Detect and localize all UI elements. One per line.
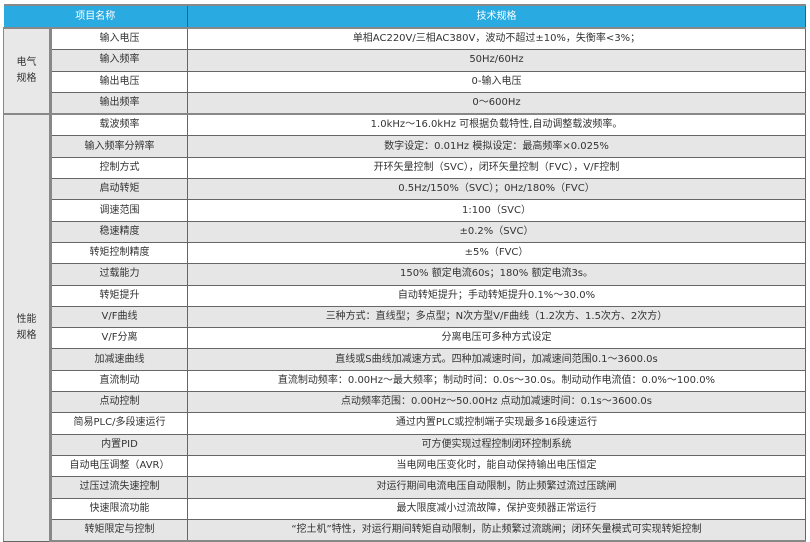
- item-spec: 最大限度减小过流故障，保护变频器正常运行: [187, 497, 806, 520]
- item-spec: 0～600Hz: [187, 91, 806, 115]
- table-row: 过压过流失速控制 对运行期间电流电压自动限制，防止频繁过流过压跳闸: [4, 476, 806, 499]
- item-spec: 1.0kHz～16.0kHz 可根据负载特性,自动调整载波频率。: [187, 113, 806, 137]
- table-row: 直流制动 直流制动频率：0.00Hz～最大频率；制动时间：0.0s～30.0s。制…: [4, 369, 806, 393]
- table-row: 输出电压 0-输入电压: [4, 70, 806, 93]
- item-spec: 点动频率范围：0.00Hz～50.00Hz 点动加减速时间：0.1s～3600.…: [187, 391, 806, 414]
- table-row: 点动控制 点动频率范围：0.00Hz～50.00Hz 点动加减速时间：0.1s～3…: [4, 391, 806, 414]
- group-label: 性能 规格: [3, 113, 52, 542]
- item-spec: 0.5Hz/150%（SVC）；0Hz/180%（FVC）: [187, 178, 806, 201]
- table-row: 加减速曲线 直线或S曲线加减速方式。四种加减速时间，加减速间范围0.1～3600.…: [4, 348, 806, 371]
- table-row: 自动电压调整（AVR） 当电网电压变化时，能自动保持输出电压恒定: [4, 454, 806, 478]
- table-row: 输入频率 50Hz/60Hz: [4, 49, 806, 72]
- table-row: 简易PLC/多段速运行 通过内置PLC或控制端子实现最多16段速运行: [4, 412, 806, 435]
- table-row: 输入频率分辨率 数字设定：0.01Hz 模拟设定：最高频率×0.025%: [4, 135, 806, 158]
- item-name: 内置PID: [50, 433, 188, 456]
- item-spec: 直线或S曲线加减速方式。四种加减速时间，加减速间范围0.1～3600.0s: [187, 348, 806, 371]
- item-spec: 自动转矩提升；手动转矩提升0.1%～30.0%: [187, 284, 806, 307]
- item-spec: 分离电压可多种方式设定: [187, 327, 806, 350]
- item-name: 简易PLC/多段速运行: [50, 412, 188, 435]
- item-spec: 可方便实现过程控制闭环控制系统: [187, 433, 806, 456]
- item-spec: ±5%（FVC）: [187, 241, 806, 265]
- table-row: 电气 规格 输入电压 单相AC220V/三相AC380V，波动不超过±10%，失衡率…: [3, 26, 806, 115]
- table-row: 转矩提升 自动转矩提升；手动转矩提升0.1%～30.0%: [4, 284, 806, 307]
- item-name: 控制方式: [50, 156, 188, 180]
- table-row: 调速范围 1:100（SVC）: [4, 199, 806, 222]
- header-row: 项目名称 技术规格: [3, 4, 806, 29]
- item-spec: 150% 额定电流60s；180% 额定电流3s。: [187, 263, 806, 286]
- table-row: 性能 规格 载波频率 1.0kHz～16.0kHz 可根据负载特性,自动调整载波频率…: [3, 113, 806, 542]
- table-row: 稳速精度 ±0.2%（SVC）: [4, 220, 806, 243]
- item-name: V/F分离: [50, 327, 188, 350]
- item-name: 调速范围: [50, 199, 188, 222]
- table-row: 转矩控制精度 ±5%（FVC）: [4, 241, 806, 265]
- group-label: 电气 规格: [3, 26, 52, 115]
- item-name: 启动转矩: [50, 178, 188, 201]
- item-name: 直流制动: [50, 369, 188, 393]
- header-spec: 技术规格: [187, 4, 806, 29]
- table-row: 输出频率 0～600Hz: [4, 91, 806, 115]
- item-name: 转矩限定与控制: [50, 518, 188, 542]
- table-row: 控制方式 开环矢量控制（SVC），闭环矢量控制（FVC），V/F控制: [4, 156, 806, 180]
- spec-table: 项目名称 技术规格 电气 规格 输入电压 单相AC220V/三相AC380V，波动不…: [3, 4, 806, 542]
- table-row: 转矩限定与控制 “挖土机”特性，对运行期间转矩自动限制，防止频繁过流跳闸；闭环矢量…: [4, 518, 806, 542]
- item-spec: ±0.2%（SVC）: [187, 220, 806, 243]
- item-spec: 直流制动频率：0.00Hz～最大频率；制动时间：0.0s～30.0s。制动动作电…: [187, 369, 806, 393]
- item-name: 输入电压: [50, 27, 188, 51]
- item-name: 输入频率分辨率: [50, 135, 188, 158]
- item-name: 输入频率: [50, 49, 188, 72]
- item-spec: 数字设定：0.01Hz 模拟设定：最高频率×0.025%: [187, 135, 806, 158]
- table-row: V/F分离 分离电压可多种方式设定: [4, 327, 806, 350]
- table-row: V/F曲线 三种方式：直线型；多点型；N次方型V/F曲线（1.2次方、1.5次方、…: [4, 305, 806, 329]
- item-spec: 50Hz/60Hz: [187, 49, 806, 72]
- table-row: 快速限流功能 最大限度减小过流故障，保护变频器正常运行: [4, 497, 806, 520]
- item-spec: 当电网电压变化时，能自动保持输出电压恒定: [187, 454, 806, 478]
- item-name: V/F曲线: [50, 305, 188, 329]
- item-name: 点动控制: [50, 391, 188, 414]
- item-name: 快速限流功能: [50, 497, 188, 520]
- item-name: 过载能力: [50, 263, 188, 286]
- item-name: 转矩提升: [50, 284, 188, 307]
- table-row: 内置PID 可方便实现过程控制闭环控制系统: [4, 433, 806, 456]
- item-spec: 1:100（SVC）: [187, 199, 806, 222]
- item-spec: 0-输入电压: [187, 70, 806, 93]
- item-spec: 开环矢量控制（SVC），闭环矢量控制（FVC），V/F控制: [187, 156, 806, 180]
- item-spec: 通过内置PLC或控制端子实现最多16段速运行: [187, 412, 806, 435]
- item-spec: “挖土机”特性，对运行期间转矩自动限制，防止频繁过流跳闸；闭环矢量模式可实现转矩…: [187, 518, 806, 542]
- item-name: 自动电压调整（AVR）: [50, 454, 188, 478]
- item-spec: 三种方式：直线型；多点型；N次方型V/F曲线（1.2次方、1.5次方、2次方）: [187, 305, 806, 329]
- header-item-name: 项目名称: [3, 4, 188, 29]
- item-name: 转矩控制精度: [50, 241, 188, 265]
- item-name: 载波频率: [50, 113, 188, 137]
- item-spec: 单相AC220V/三相AC380V，波动不超过±10%，失衡率<3%；: [187, 27, 806, 51]
- item-name: 加减速曲线: [50, 348, 188, 371]
- item-name: 过压过流失速控制: [50, 476, 188, 499]
- table-row: 过载能力 150% 额定电流60s；180% 额定电流3s。: [4, 263, 806, 286]
- item-name: 输出频率: [50, 91, 188, 115]
- item-name: 输出电压: [50, 70, 188, 93]
- table-row: 启动转矩 0.5Hz/150%（SVC）；0Hz/180%（FVC）: [4, 178, 806, 201]
- item-spec: 对运行期间电流电压自动限制，防止频繁过流过压跳闸: [187, 476, 806, 499]
- item-name: 稳速精度: [50, 220, 188, 243]
